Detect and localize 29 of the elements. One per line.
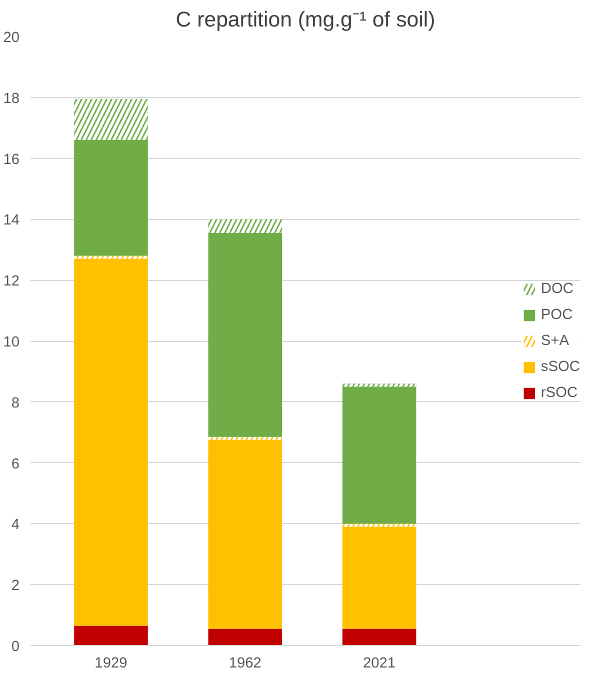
y-tick-label: 10 xyxy=(3,334,20,350)
x-tick-label: 2021 xyxy=(362,656,396,672)
legend-label: DOC xyxy=(540,280,574,296)
y-tick-label: 20 xyxy=(3,30,20,46)
bar xyxy=(208,628,282,646)
chart-title: C repartition (mg.g⁻¹ of soil) xyxy=(176,8,436,32)
legend-label: POC xyxy=(540,306,573,322)
bar xyxy=(74,626,148,646)
y-tick-label: 12 xyxy=(3,274,20,290)
bar xyxy=(208,232,282,437)
y-tick-label: 8 xyxy=(11,395,20,412)
y-tick-label: 2 xyxy=(11,578,20,594)
x-tick-label: 1929 xyxy=(94,656,128,672)
legend-label: rSOC xyxy=(540,384,578,400)
y-tick-label: 14 xyxy=(3,212,20,229)
bar xyxy=(342,628,416,646)
legend-label: S+A xyxy=(540,332,570,348)
y-tick-label: 18 xyxy=(3,90,20,107)
bar xyxy=(74,140,148,256)
bar xyxy=(342,526,416,629)
x-tick-label: 1962 xyxy=(228,656,262,672)
y-tick-label: 0 xyxy=(11,639,20,655)
legend-label: sSOC xyxy=(540,358,580,374)
bar xyxy=(342,386,416,524)
y-tick-label: 6 xyxy=(11,456,20,472)
y-tick-label: 16 xyxy=(3,152,20,168)
bar xyxy=(74,258,148,626)
bar xyxy=(208,440,282,629)
y-tick-label: 4 xyxy=(11,517,20,534)
